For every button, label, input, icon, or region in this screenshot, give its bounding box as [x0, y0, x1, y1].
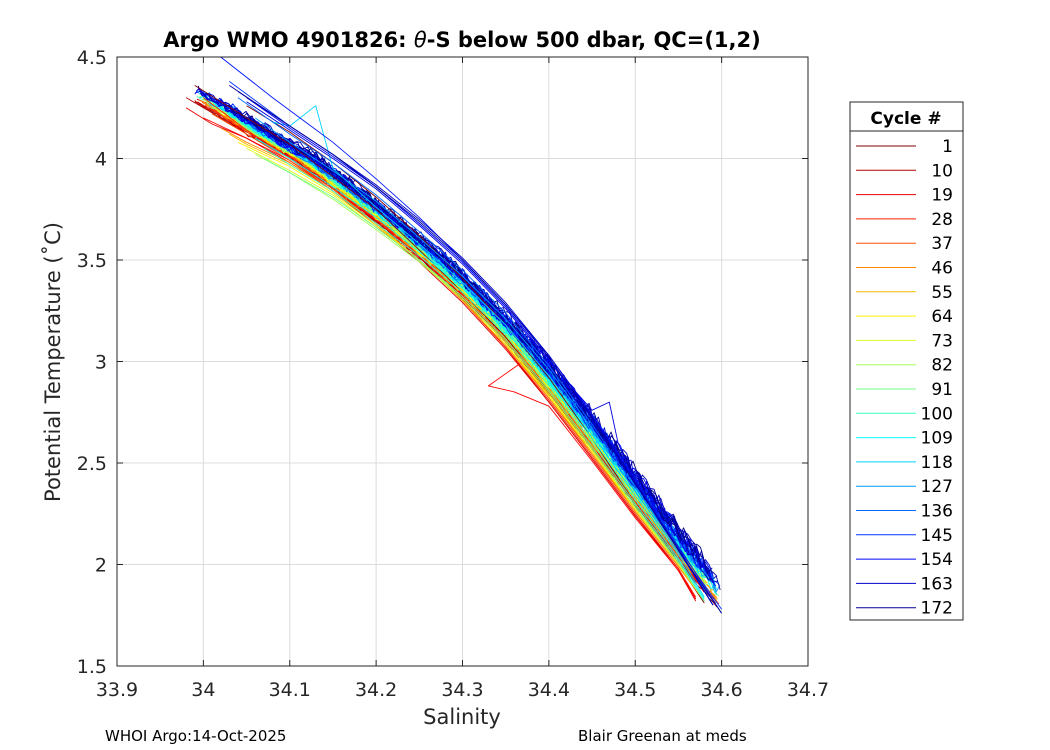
series-lines [185, 56, 722, 614]
x-tick-label: 34.2 [355, 679, 397, 701]
y-tick-label: 4 [95, 149, 107, 171]
x-tick-labels: 33.9 34 34.1 34.2 34.3 34.4 34.5 34.6 34.7 [96, 679, 829, 701]
x-tick-label: 34 [191, 679, 215, 701]
legend-label: 136 [921, 502, 953, 522]
x-tick-label: 34.7 [787, 679, 829, 701]
legend-label: 127 [921, 477, 953, 497]
x-tick-label: 34.5 [614, 679, 656, 701]
legend-label: 46 [931, 259, 953, 279]
profile-line [272, 105, 705, 598]
chart-title: Argo WMO 4901826: θ-S below 500 dbar, QC… [163, 28, 760, 52]
profile-line [263, 148, 705, 602]
y-tick-label: 2.5 [77, 453, 107, 475]
profile-line [254, 154, 705, 602]
x-tick-label: 34.1 [269, 679, 311, 701]
profile-line [263, 158, 705, 602]
legend-label: 10 [931, 161, 953, 181]
y-axis-label: Potential Temperature (˚C) [41, 222, 65, 502]
legend-box [849, 101, 964, 621]
legend-label: 118 [921, 453, 953, 473]
legend-label: 100 [921, 404, 953, 424]
x-tick-label: 34.3 [441, 679, 483, 701]
legend-label: 163 [921, 574, 953, 594]
legend-label: 172 [921, 599, 953, 619]
tick-marks [116, 56, 809, 667]
legend-label: 55 [931, 283, 953, 303]
legend-entries: 1 10 19 28 37 46 55 64 73 82 91 100 109 118 127 136 145 1… [856, 137, 953, 619]
legend-label: 82 [931, 356, 953, 376]
footer-left: WHOI Argo:14-Oct-2025 [105, 727, 286, 745]
legend-label: 91 [931, 380, 953, 400]
legend-label: 73 [931, 331, 953, 351]
legend-title: Cycle # [870, 109, 941, 129]
y-tick-label: 3 [95, 352, 107, 374]
legend-label: 19 [931, 186, 953, 206]
profile-line [253, 118, 713, 574]
profile-line [254, 117, 714, 602]
legend-label: 64 [931, 307, 953, 327]
legend-label: 37 [931, 234, 953, 254]
y-tick-labels: 1.5 2 2.5 3 3.5 4 4.5 [77, 47, 107, 678]
x-axis-label: Salinity [423, 705, 501, 729]
legend-label: 1 [942, 137, 953, 157]
x-tick-label: 33.9 [96, 679, 138, 701]
legend-label: 28 [931, 210, 953, 230]
legend-label: 109 [921, 429, 953, 449]
legend-label: 145 [921, 526, 953, 546]
x-tick-label: 34.4 [528, 679, 570, 701]
profile-line [229, 85, 722, 614]
x-tick-label: 34.6 [700, 679, 742, 701]
y-tick-label: 2 [95, 555, 107, 577]
footer-right: Blair Greenan at meds [578, 727, 747, 745]
profile-line [237, 97, 714, 602]
y-tick-label: 3.5 [77, 250, 107, 272]
legend-label: 154 [921, 550, 953, 570]
profile-line [254, 137, 705, 600]
legend: Cycle # 1 10 19 28 37 46 55 64 73 82 91 100 109 118 12… [849, 101, 964, 621]
y-tick-label: 1.5 [77, 656, 107, 678]
y-tick-label: 4.5 [77, 47, 107, 69]
